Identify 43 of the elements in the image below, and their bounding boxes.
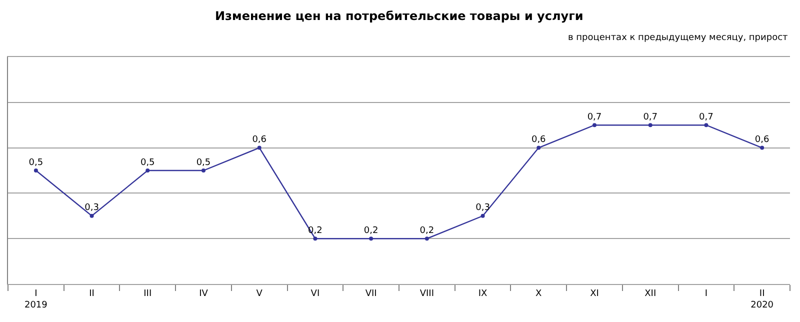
x-tick-label: II (89, 288, 94, 299)
data-label: 0,3 (476, 203, 490, 214)
point (146, 168, 150, 172)
x-tick-label: XI (590, 288, 599, 299)
data-label: 0,6 (252, 135, 267, 146)
x-tick-label: II 2020 (750, 288, 774, 310)
x-tick-label: IV (199, 288, 209, 299)
x-tick-label: IX (478, 288, 488, 299)
point (34, 168, 38, 172)
data-label: 0,5 (140, 158, 155, 168)
x-tick-label: XII (644, 288, 656, 299)
data-label: 0,3 (84, 203, 99, 214)
data-label: 0,7 (587, 112, 602, 122)
data-label: 0,6 (531, 135, 546, 146)
data-label: 0,2 (364, 226, 378, 236)
point (536, 146, 541, 150)
point (202, 168, 206, 172)
point (760, 146, 764, 150)
point (90, 214, 94, 218)
data-label: 0,5 (28, 158, 44, 168)
x-tick-label: I 2019 (24, 288, 48, 310)
point (424, 236, 429, 241)
point (592, 123, 596, 128)
point (704, 123, 708, 128)
x-tick-label: III (144, 288, 152, 299)
chart-subtitle: в процентах к предыдущему месяцу, прирост (568, 33, 788, 43)
x-tick-label: VII (365, 288, 377, 299)
data-label: 0,7 (643, 112, 658, 122)
x-tick-label: VIII (420, 288, 434, 299)
x-tick-label: VI (310, 288, 320, 299)
point (313, 236, 318, 241)
chart-title: Изменение цен на потребительские товары и услуги (215, 9, 584, 23)
point (257, 146, 262, 150)
x-tick-label: I (704, 288, 708, 299)
data-label: 0,7 (699, 112, 714, 122)
data-label: 0,5 (196, 158, 211, 168)
data-label: 0,2 (420, 226, 434, 236)
point (369, 236, 374, 241)
x-tick-label: X (536, 288, 542, 299)
x-tick-label: V (256, 288, 264, 299)
point (648, 123, 652, 128)
data-label: 0,6 (754, 135, 770, 146)
point (480, 214, 485, 218)
